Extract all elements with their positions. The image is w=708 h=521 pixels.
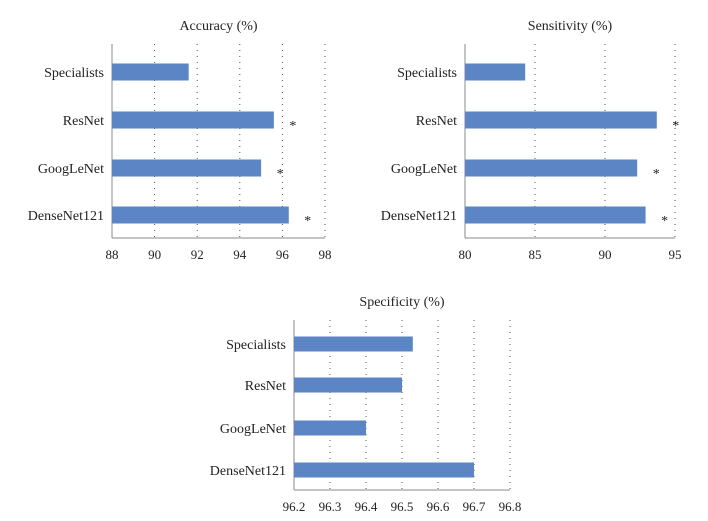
category-label-googlenet: GoogLeNet <box>38 162 104 177</box>
x-tick-label: 92 <box>191 247 204 262</box>
x-tick-label: 96.3 <box>319 499 342 514</box>
x-tick-label: 96.7 <box>463 499 486 514</box>
specificity-chart: Specificity (%) 96.2 96.3 96.4 96.5 96.6 96.7 9… <box>210 295 522 514</box>
x-tick-label: 95 <box>669 247 682 262</box>
category-label-densenet121: DenseNet121 <box>210 464 286 479</box>
bar-densenet121 <box>465 206 646 224</box>
x-tick-label: 88 <box>106 247 119 262</box>
bar-googlenet <box>294 420 366 436</box>
bar-googlenet <box>465 159 638 177</box>
bar-densenet121 <box>294 462 474 478</box>
category-label-densenet121: DenseNet121 <box>381 209 457 224</box>
chart-title: Sensitivity (%) <box>528 19 613 34</box>
bar-resnet <box>112 111 274 129</box>
category-label-resnet: ResNet <box>63 114 104 129</box>
sensitivity-chart: Sensitivity (%) 80 85 90 95 Specialists ResNet… <box>381 19 682 262</box>
x-tick-label: 98 <box>319 247 332 262</box>
category-label-specialists: Specialists <box>226 338 286 353</box>
x-tick-label: 96.8 <box>499 499 522 514</box>
category-label-resnet: ResNet <box>416 114 457 129</box>
x-tick-label: 85 <box>529 247 542 262</box>
category-label-googlenet: GoogLeNet <box>391 162 457 177</box>
bar-googlenet <box>112 159 262 177</box>
significance-marker: * <box>661 214 668 229</box>
x-tick-label: 96.2 <box>283 499 306 514</box>
bar-resnet <box>465 111 657 129</box>
chart-title: Accuracy (%) <box>179 19 257 34</box>
x-tick-label: 80 <box>459 247 472 262</box>
bar-resnet <box>294 377 402 393</box>
significance-marker: * <box>304 214 311 229</box>
significance-marker: * <box>672 119 679 134</box>
bar-densenet121 <box>112 206 289 224</box>
x-tick-label: 90 <box>148 247 161 262</box>
x-tick-label: 96 <box>276 247 290 262</box>
significance-marker: * <box>653 167 660 182</box>
x-tick-label: 96.6 <box>427 499 450 514</box>
bar-specialists <box>465 63 526 81</box>
bar-specialists <box>294 336 413 352</box>
category-label-googlenet: GoogLeNet <box>220 422 286 437</box>
x-tick-label: 90 <box>599 247 612 262</box>
accuracy-chart: Accuracy (%) 88 90 92 94 96 98 Specialists ResNe… <box>28 19 332 262</box>
category-label-resnet: ResNet <box>245 379 286 394</box>
x-tick-label: 96.4 <box>355 499 378 514</box>
significance-marker: * <box>289 119 296 134</box>
category-label-specialists: Specialists <box>397 66 457 81</box>
bar-specialists <box>112 63 189 81</box>
category-label-specialists: Specialists <box>44 66 104 81</box>
category-label-densenet121: DenseNet121 <box>28 209 104 224</box>
chart-title: Specificity (%) <box>359 295 444 310</box>
x-tick-label: 96.5 <box>391 499 414 514</box>
significance-marker: * <box>277 167 284 182</box>
x-tick-label: 94 <box>233 247 247 262</box>
